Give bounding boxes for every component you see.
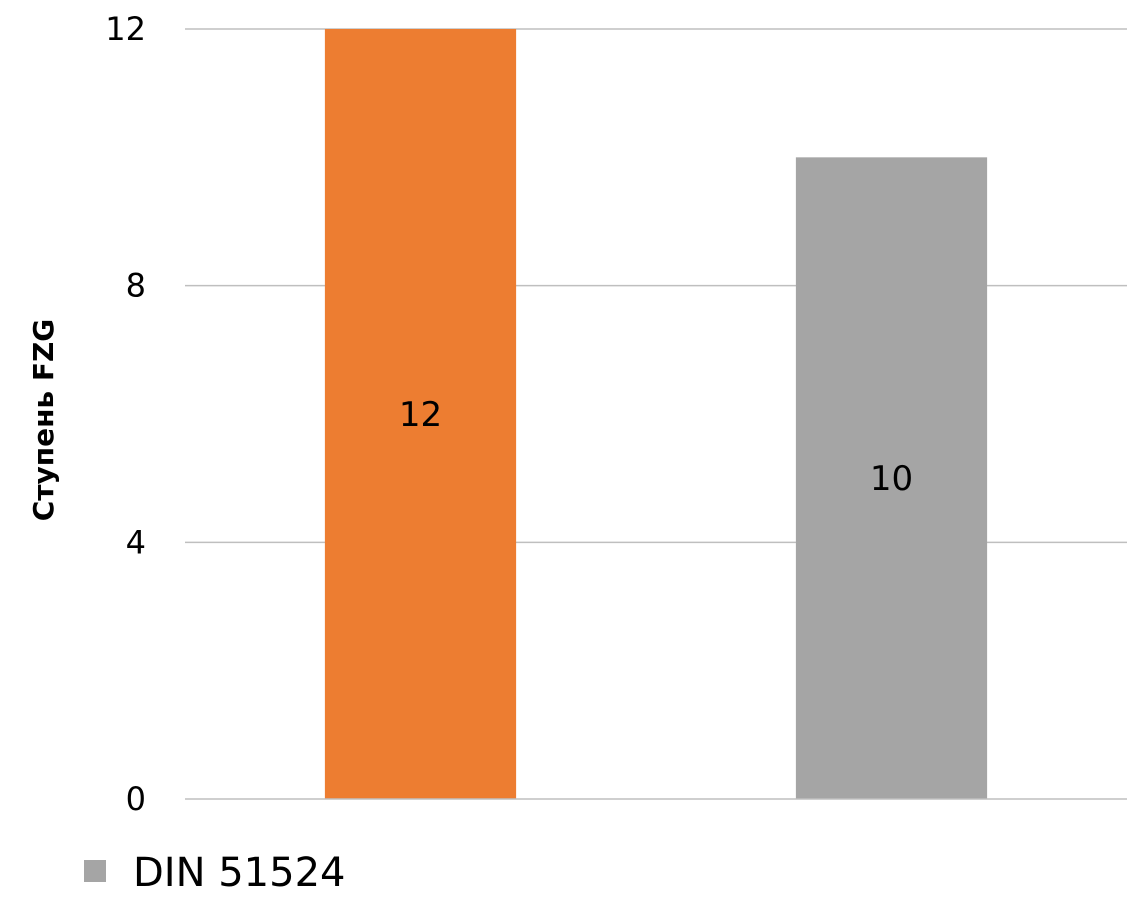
y-tick-label: 12	[105, 10, 146, 48]
bar-value-label: 10	[870, 459, 913, 499]
bars	[324, 29, 988, 800]
y-tick-label: 4	[126, 523, 146, 561]
legend-label: DIN 51524	[133, 850, 345, 896]
y-axis-ticks: 0 4 8 12	[105, 10, 146, 818]
bar-value-label: 12	[399, 395, 442, 435]
legend-swatch	[84, 860, 106, 882]
y-axis-title: Ступень FZG	[27, 319, 60, 522]
y-tick-label: 8	[126, 267, 146, 305]
y-tick-label: 0	[126, 780, 146, 818]
bar	[795, 157, 988, 800]
legend: DIN 51524	[84, 850, 345, 896]
bar	[324, 29, 517, 799]
data-labels: 12 10	[399, 395, 913, 499]
